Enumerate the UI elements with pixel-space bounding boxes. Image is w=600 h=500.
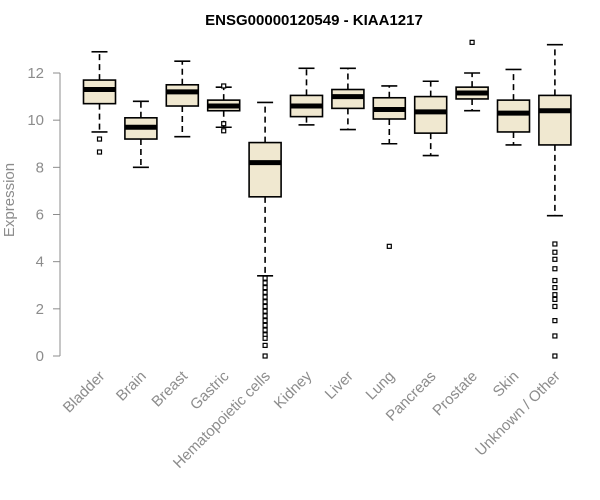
outlier-point (552, 249, 558, 255)
iqr-box (248, 141, 282, 198)
outlier-point (262, 313, 268, 319)
box-5 (289, 67, 324, 126)
outlier-point (262, 285, 268, 291)
box-1 (124, 100, 158, 169)
y-tick-label: 0 (36, 348, 44, 365)
box-4 (248, 101, 282, 359)
outlier-point (221, 128, 227, 134)
outlier-point (552, 303, 558, 310)
outlier-point (552, 318, 558, 324)
y-axis: 0 2 4 6 8 10 12 (27, 65, 61, 365)
outlier-point (262, 318, 268, 324)
iqr-box (165, 83, 200, 107)
y-axis-label: Expression (1, 163, 18, 237)
box-0 (82, 50, 117, 155)
outlier-point (262, 335, 268, 341)
y-tick-label: 6 (36, 207, 44, 224)
outlier-point (552, 277, 558, 284)
x-tick-label: Kidney (271, 367, 316, 412)
outlier-point (552, 333, 558, 339)
x-tick-label: Bladder (60, 368, 109, 417)
outlier-point (262, 308, 268, 314)
outlier-point (262, 299, 268, 305)
box-11 (538, 43, 572, 359)
outlier-point (262, 280, 268, 286)
y-tick-label: 8 (36, 159, 44, 176)
box-3 (206, 83, 241, 134)
outlier-point (262, 294, 268, 300)
outlier-point (262, 322, 268, 328)
outlier-point (262, 353, 268, 359)
outlier-point (469, 39, 475, 45)
y-tick-label: 12 (27, 65, 44, 82)
box-9 (455, 39, 489, 112)
outlier-point (552, 256, 558, 262)
x-tick-label: Breast (148, 367, 191, 410)
box-6 (331, 67, 365, 131)
y-tick-label: 2 (36, 301, 44, 318)
outlier-point (552, 241, 558, 247)
box-8 (413, 80, 448, 157)
iqr-box (413, 95, 448, 134)
box-7 (372, 85, 407, 249)
outlier-point (262, 275, 268, 281)
outlier-point (262, 342, 268, 348)
outlier-point (96, 136, 103, 142)
x-tick-label: Liver (322, 368, 357, 403)
outlier-point (262, 289, 268, 295)
plot-area (82, 39, 572, 359)
y-tick-label: 4 (36, 254, 44, 271)
x-tick-label: Lung (363, 368, 399, 404)
outlier-point (221, 83, 227, 89)
outlier-point (552, 353, 558, 359)
chart-title: ENSG00000120549 - KIAA1217 (205, 12, 423, 29)
box-2 (165, 60, 200, 138)
outlier-point (386, 243, 392, 249)
y-tick-label: 10 (27, 112, 44, 129)
outlier-point (262, 327, 268, 333)
outlier-point (552, 296, 558, 302)
x-tick-label: Brain (113, 368, 150, 405)
outlier-point (262, 303, 268, 310)
iqr-box (496, 99, 531, 133)
outlier-point (552, 266, 558, 272)
outlier-point (96, 149, 103, 155)
outlier-point (221, 121, 227, 127)
x-tick-label: Skin (490, 368, 523, 401)
box-10 (496, 68, 531, 146)
iqr-box (538, 94, 572, 146)
outlier-point (552, 292, 558, 298)
x-tick-label: Prostate (429, 368, 481, 420)
outlier-point (552, 285, 558, 291)
